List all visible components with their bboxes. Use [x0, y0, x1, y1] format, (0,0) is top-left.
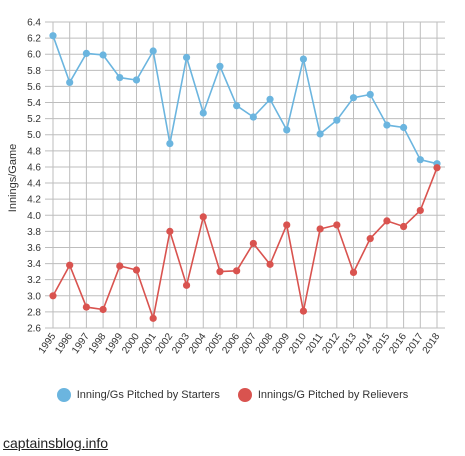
y-tick-label: 5.8 — [27, 66, 41, 77]
y-tick-label: 2.6 — [27, 324, 41, 335]
data-point[interactable] — [333, 116, 341, 124]
data-point[interactable] — [383, 121, 391, 129]
data-point[interactable] — [416, 156, 424, 164]
data-point[interactable] — [216, 268, 224, 276]
data-point[interactable] — [149, 47, 157, 55]
data-point[interactable] — [416, 206, 424, 215]
data-point[interactable] — [233, 102, 241, 110]
y-tick-label: 3.4 — [27, 259, 41, 270]
data-point[interactable] — [182, 281, 191, 289]
data-point[interactable] — [400, 123, 408, 132]
data-point[interactable] — [199, 213, 207, 221]
data-point[interactable] — [266, 260, 274, 268]
data-point[interactable] — [99, 51, 107, 59]
data-point[interactable] — [216, 62, 224, 70]
data-point[interactable] — [266, 95, 274, 103]
x-tick-label: 2010 — [287, 331, 309, 356]
data-point[interactable] — [283, 126, 291, 134]
data-point[interactable] — [66, 78, 74, 86]
data-point[interactable] — [132, 266, 141, 274]
y-tick-label: 5.4 — [27, 98, 41, 109]
data-point[interactable] — [366, 235, 374, 243]
legend-item-relievers[interactable]: Innings/G Pitched by Relievers — [237, 388, 409, 402]
data-point[interactable] — [166, 139, 174, 148]
line-chart: 6.4 6.2 6.0 5.8 5.6 5.4 5.2 5.0 4.8 4.6 4.4 4.2 4.0 3… — [7, 18, 445, 356]
y-tick-label: 4.0 — [27, 211, 41, 222]
legend-label-starters: Inning/Gs Pitched by Starters — [76, 389, 220, 401]
legend-item-starters[interactable]: Inning/Gs Pitched by Starters — [56, 388, 220, 402]
data-point[interactable] — [299, 307, 308, 315]
data-point[interactable] — [82, 303, 90, 311]
site-link[interactable]: captainsblog.info — [3, 435, 109, 451]
data-point[interactable] — [182, 53, 191, 62]
y-tick-label: 5.6 — [27, 82, 41, 93]
data-point[interactable] — [316, 130, 324, 138]
y-tick-label: 3.2 — [27, 275, 41, 286]
data-point[interactable] — [283, 221, 291, 229]
y-tick-label: 4.4 — [27, 179, 41, 190]
data-point[interactable] — [383, 217, 391, 225]
data-point[interactable] — [349, 94, 358, 102]
data-point[interactable] — [349, 268, 358, 277]
legend-swatch-starters — [56, 388, 71, 402]
series-line-0 — [52, 35, 438, 165]
y-tick-label: 4.6 — [27, 162, 41, 173]
data-point[interactable] — [49, 292, 57, 300]
data-point[interactable] — [99, 305, 107, 314]
y-tick-label: 4.8 — [27, 146, 41, 157]
y-axis-label: Innings/Game — [7, 144, 19, 212]
data-point[interactable] — [366, 90, 374, 99]
data-point[interactable] — [49, 32, 57, 40]
y-tick-label: 2.8 — [27, 307, 41, 318]
y-tick-label: 5.0 — [27, 130, 41, 141]
data-point[interactable] — [132, 76, 141, 84]
y-tick-label: 3.8 — [27, 227, 41, 238]
legend: Inning/Gs Pitched by Starters Innings/G … — [0, 388, 465, 402]
grid-lines — [45, 21, 445, 329]
y-tick-label: 6.0 — [27, 50, 41, 61]
y-tick-label: 3.6 — [27, 243, 41, 254]
data-point[interactable] — [82, 49, 90, 58]
data-point[interactable] — [433, 164, 441, 172]
data-point[interactable] — [316, 225, 324, 233]
data-point[interactable] — [199, 109, 207, 117]
data-point[interactable] — [66, 261, 74, 269]
series-group — [49, 32, 441, 322]
y-tick-label: 3.0 — [27, 291, 41, 302]
x-tick-label: 2018 — [421, 331, 443, 356]
data-point[interactable] — [400, 222, 408, 231]
x-tick-labels: 1995199619971998199920002001200220032004… — [37, 331, 443, 356]
legend-label-relievers: Innings/G Pitched by Relievers — [257, 389, 409, 401]
data-point[interactable] — [249, 113, 257, 121]
data-point[interactable] — [299, 55, 308, 63]
y-tick-label: 4.2 — [27, 195, 41, 206]
y-tick-label: 5.2 — [27, 114, 41, 125]
series-line-1 — [52, 167, 438, 322]
data-point[interactable] — [249, 239, 257, 248]
y-tick-label: 6.2 — [27, 34, 41, 45]
data-point[interactable] — [233, 267, 241, 275]
data-point[interactable] — [333, 221, 341, 229]
data-point[interactable] — [166, 227, 174, 235]
data-point[interactable] — [116, 262, 124, 270]
data-point[interactable] — [149, 314, 157, 322]
data-point[interactable] — [116, 73, 124, 82]
y-tick-label: 6.4 — [27, 18, 41, 29]
y-tick-labels: 6.4 6.2 6.0 5.8 5.6 5.4 5.2 5.0 4.8 4.6 4.4 4.2 4.0 3… — [27, 18, 41, 335]
legend-swatch-relievers — [237, 388, 252, 402]
